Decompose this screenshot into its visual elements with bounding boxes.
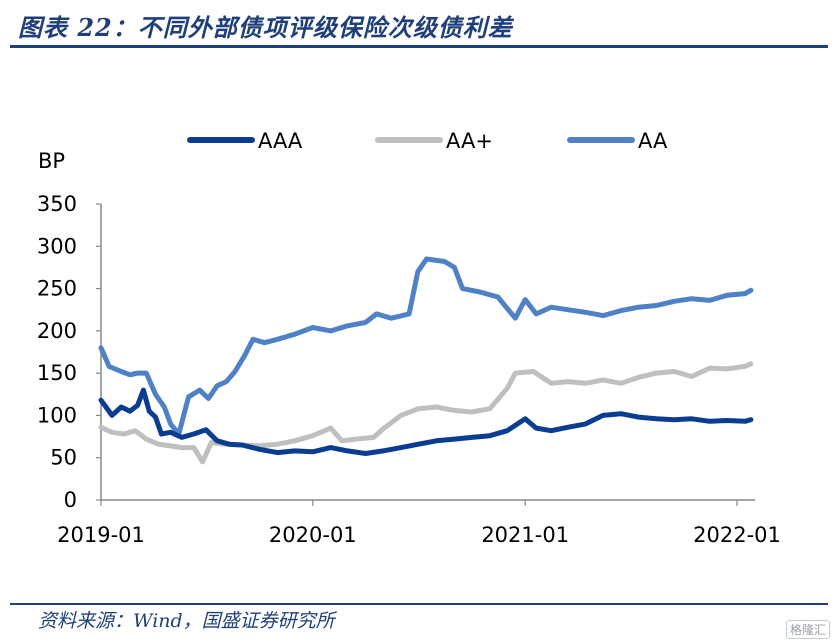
title-divider bbox=[10, 45, 828, 48]
x-tick-label: 2019-01 bbox=[57, 523, 145, 547]
legend-label: AA+ bbox=[446, 129, 493, 153]
y-tick-label: 300 bbox=[37, 234, 77, 258]
y-tick-label: 100 bbox=[37, 403, 77, 427]
legend-label: AA bbox=[638, 129, 668, 153]
x-tick-label: 2022-01 bbox=[693, 523, 781, 547]
axes: 0 50 100 150 200 250 300 350 2019-01 2020-01 2021-… bbox=[37, 192, 781, 547]
chart-title: 图表 22：不同外部债项评级保险次级债利差 bbox=[18, 13, 513, 42]
source-note: 资料来源：Wind，国盛证券研究所 bbox=[38, 610, 335, 632]
y-tick-label: 250 bbox=[37, 277, 77, 301]
footer-divider bbox=[10, 603, 828, 605]
x-tick-label: 2020-01 bbox=[269, 523, 357, 547]
y-axis-label: BP bbox=[38, 149, 65, 173]
series-line-aa bbox=[98, 256, 754, 437]
series-line-aaa bbox=[98, 387, 754, 456]
legend-label: AAA bbox=[258, 129, 303, 153]
x-tick-label: 2021-01 bbox=[481, 523, 569, 547]
y-tick-label: 0 bbox=[64, 488, 77, 512]
legend: AAA AA+ AA bbox=[187, 129, 668, 153]
series-layer bbox=[98, 256, 754, 465]
line-chart: AAA AA+ AA BP 0 50 100 150 200 250 300 350 2019-01… bbox=[37, 129, 781, 547]
y-tick-label: 200 bbox=[37, 319, 77, 343]
watermark-logo: 格隆汇 bbox=[785, 620, 830, 639]
y-tick-label: 150 bbox=[37, 361, 77, 385]
y-tick-label: 50 bbox=[50, 446, 77, 470]
series-line-aa-plus bbox=[98, 361, 754, 465]
y-tick-label: 350 bbox=[37, 192, 77, 216]
